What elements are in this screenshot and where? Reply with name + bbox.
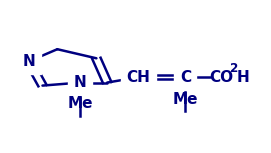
Text: 2: 2 bbox=[230, 62, 238, 75]
Text: Me: Me bbox=[173, 92, 198, 107]
Text: H: H bbox=[237, 70, 249, 85]
Text: N: N bbox=[74, 75, 87, 90]
Text: CH: CH bbox=[126, 70, 150, 85]
Text: C: C bbox=[180, 70, 191, 85]
Text: N: N bbox=[23, 54, 36, 69]
Text: Me: Me bbox=[67, 96, 93, 111]
Text: CO: CO bbox=[210, 70, 234, 85]
